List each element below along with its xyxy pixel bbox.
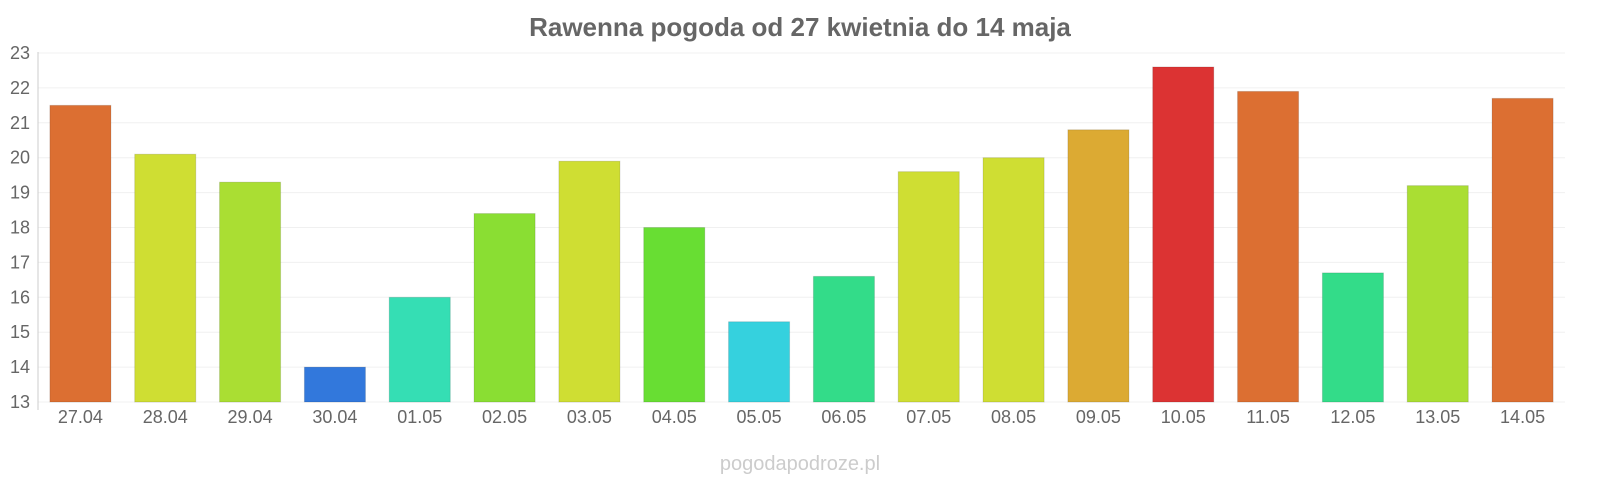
y-axis-ticks: 13 14 15 16 17 18 19 20 21 22 23 [10,43,30,412]
bar-03.05[interactable] [558,160,621,403]
x-tick-label: 07.05 [906,407,951,427]
x-tick-label: 10.05 [1161,407,1206,427]
x-tick-label: 01.05 [397,407,442,427]
y-tick-label: 16 [10,287,30,307]
x-tick-label: 03.05 [567,407,612,427]
y-tick-label: 15 [10,322,30,342]
x-tick-label: 13.05 [1415,407,1460,427]
bar-28.04[interactable] [134,153,197,403]
chart-title: Rawenna pogoda od 27 kwietnia do 14 maja [529,12,1071,42]
bar-07.05[interactable] [897,171,960,403]
grid-lines [38,52,1565,403]
y-tick-label: 17 [10,252,30,272]
bar-01.05[interactable] [388,296,451,403]
bar-30.04[interactable] [303,366,366,403]
bar-14.05[interactable] [1491,97,1554,403]
x-tick-label: 09.05 [1076,407,1121,427]
bar-05.05[interactable] [728,321,791,403]
x-tick-label: 12.05 [1330,407,1375,427]
bars [49,66,1554,403]
x-tick-label: 29.04 [228,407,273,427]
bar-27.04[interactable] [49,104,112,403]
bar-04.05[interactable] [643,227,706,403]
x-tick-label: 30.04 [312,407,357,427]
y-tick-label: 14 [10,357,30,377]
bar-13.05[interactable] [1406,185,1469,403]
bar-09.05[interactable] [1067,129,1130,403]
y-tick-label: 22 [10,78,30,98]
y-tick-label: 20 [10,148,30,168]
x-tick-label: 06.05 [821,407,866,427]
x-tick-label: 14.05 [1500,407,1545,427]
x-tick-label: 08.05 [991,407,1036,427]
y-tick-label: 19 [10,183,30,203]
x-tick-label: 04.05 [652,407,697,427]
watermark: pogodapodroze.pl [720,453,880,475]
y-tick-label: 21 [10,113,30,133]
x-tick-label: 05.05 [737,407,782,427]
bar-06.05[interactable] [812,275,875,403]
y-tick-label: 23 [10,43,30,63]
x-tick-label: 11.05 [1246,407,1290,427]
bar-12.05[interactable] [1321,272,1384,403]
bar-11.05[interactable] [1237,90,1300,403]
y-tick-label: 13 [10,392,30,412]
bar-02.05[interactable] [473,213,536,403]
bar-10.05[interactable] [1152,66,1215,403]
x-tick-label: 28.04 [143,407,188,427]
bar-29.04[interactable] [219,181,282,403]
x-tick-label: 02.05 [482,407,527,427]
x-axis-ticks: 27.04 28.04 29.04 30.04 01.05 02.05 03.05 04.05… [58,407,1545,427]
x-tick-label: 27.04 [58,407,103,427]
y-tick-label: 18 [10,218,30,238]
bar-08.05[interactable] [982,157,1045,403]
